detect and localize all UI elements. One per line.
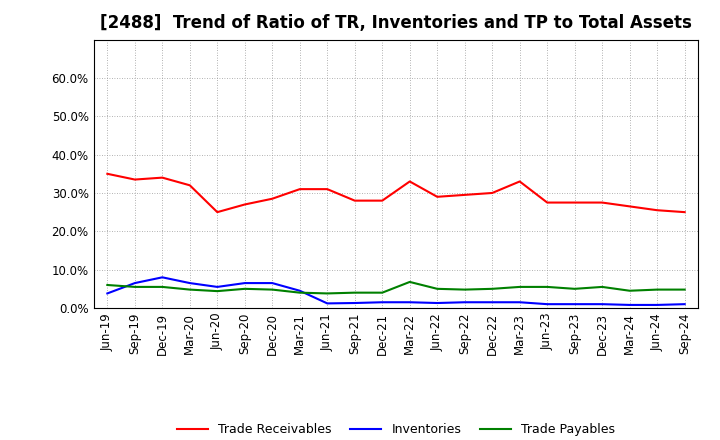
Inventories [186, 280, 194, 286]
Inventories [323, 301, 332, 306]
Trade Receivables [488, 191, 497, 196]
Trade Payables [103, 282, 112, 288]
Trade Receivables [543, 200, 552, 205]
Legend: Trade Receivables, Inventories, Trade Payables: Trade Receivables, Inventories, Trade Pa… [171, 418, 621, 440]
Trade Receivables [268, 196, 276, 202]
Trade Receivables [240, 202, 249, 207]
Inventories [268, 280, 276, 286]
Trade Payables [268, 287, 276, 292]
Trade Payables [680, 287, 689, 292]
Trade Payables [570, 286, 579, 291]
Trade Payables [240, 286, 249, 291]
Trade Payables [653, 287, 662, 292]
Inventories [405, 300, 414, 305]
Trade Receivables [598, 200, 606, 205]
Trade Payables [213, 289, 222, 294]
Inventories [351, 301, 359, 306]
Trade Receivables [653, 208, 662, 213]
Inventories [570, 301, 579, 307]
Title: [2488]  Trend of Ratio of TR, Inventories and TP to Total Assets: [2488] Trend of Ratio of TR, Inventories… [100, 15, 692, 33]
Trade Receivables [351, 198, 359, 203]
Trade Payables [158, 284, 166, 290]
Inventories [543, 301, 552, 307]
Trade Receivables [295, 187, 304, 192]
Trade Receivables [103, 171, 112, 176]
Trade Receivables [570, 200, 579, 205]
Trade Payables [626, 288, 634, 293]
Trade Receivables [323, 187, 332, 192]
Inventories [240, 280, 249, 286]
Trade Receivables [460, 192, 469, 198]
Line: Trade Receivables: Trade Receivables [107, 174, 685, 212]
Inventories [378, 300, 387, 305]
Trade Payables [516, 284, 524, 290]
Trade Payables [186, 287, 194, 292]
Line: Trade Payables: Trade Payables [107, 282, 685, 293]
Inventories [213, 284, 222, 290]
Inventories [516, 300, 524, 305]
Inventories [295, 288, 304, 293]
Line: Inventories: Inventories [107, 277, 685, 305]
Trade Payables [460, 287, 469, 292]
Trade Receivables [130, 177, 139, 182]
Trade Receivables [516, 179, 524, 184]
Trade Receivables [213, 209, 222, 215]
Trade Payables [378, 290, 387, 295]
Trade Payables [130, 284, 139, 290]
Trade Receivables [680, 209, 689, 215]
Trade Payables [433, 286, 441, 291]
Inventories [158, 275, 166, 280]
Trade Payables [295, 290, 304, 295]
Inventories [460, 300, 469, 305]
Trade Receivables [626, 204, 634, 209]
Trade Receivables [186, 183, 194, 188]
Trade Payables [488, 286, 497, 291]
Inventories [130, 280, 139, 286]
Trade Payables [323, 291, 332, 296]
Trade Receivables [158, 175, 166, 180]
Inventories [598, 301, 606, 307]
Trade Receivables [378, 198, 387, 203]
Inventories [103, 291, 112, 296]
Trade Payables [405, 279, 414, 285]
Inventories [680, 301, 689, 307]
Trade Payables [598, 284, 606, 290]
Inventories [488, 300, 497, 305]
Trade Payables [543, 284, 552, 290]
Trade Payables [351, 290, 359, 295]
Trade Receivables [433, 194, 441, 199]
Trade Receivables [405, 179, 414, 184]
Inventories [433, 301, 441, 306]
Inventories [653, 302, 662, 308]
Inventories [626, 302, 634, 308]
